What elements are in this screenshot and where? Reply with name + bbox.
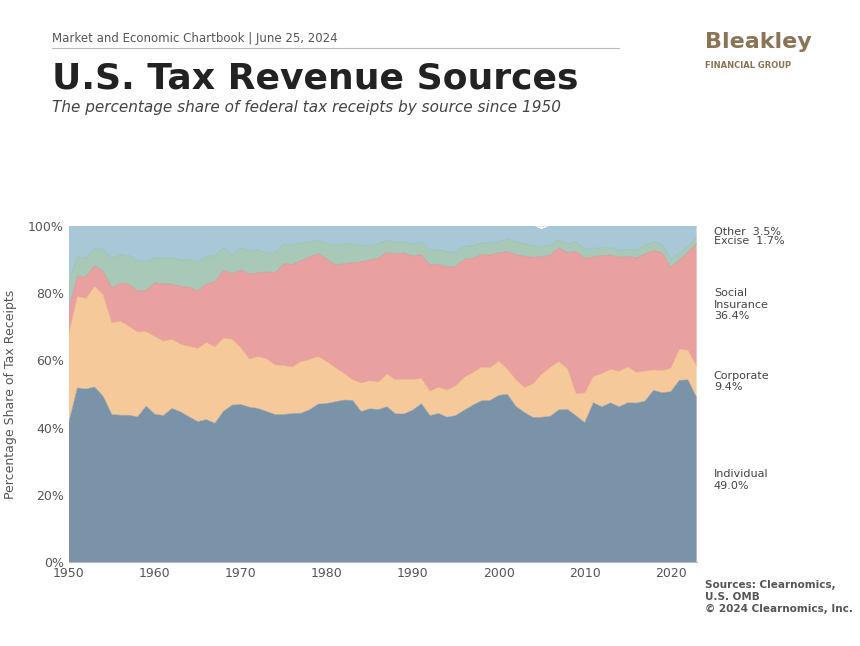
Text: Corporate
9.4%: Corporate 9.4% bbox=[714, 371, 770, 392]
Text: Sources: Clearnomics,
U.S. OMB
© 2024 Clearnomics, Inc.: Sources: Clearnomics, U.S. OMB © 2024 Cl… bbox=[705, 580, 853, 614]
Y-axis label: Percentage Share of Tax Receipts: Percentage Share of Tax Receipts bbox=[4, 289, 17, 499]
Polygon shape bbox=[674, 42, 698, 70]
Text: U.S. Tax Revenue Sources: U.S. Tax Revenue Sources bbox=[52, 61, 578, 96]
Text: The percentage share of federal tax receipts by source since 1950: The percentage share of federal tax rece… bbox=[52, 100, 561, 115]
Text: Bleakley: Bleakley bbox=[705, 32, 812, 52]
Text: FINANCIAL GROUP: FINANCIAL GROUP bbox=[705, 61, 791, 70]
Text: Social
Insurance
36.4%: Social Insurance 36.4% bbox=[714, 288, 769, 321]
Text: Excise  1.7%: Excise 1.7% bbox=[714, 236, 784, 245]
Text: Market and Economic Chartbook | June 25, 2024: Market and Economic Chartbook | June 25,… bbox=[52, 32, 337, 45]
Text: Other  3.5%: Other 3.5% bbox=[714, 227, 781, 237]
Text: Individual
49.0%: Individual 49.0% bbox=[714, 469, 769, 490]
